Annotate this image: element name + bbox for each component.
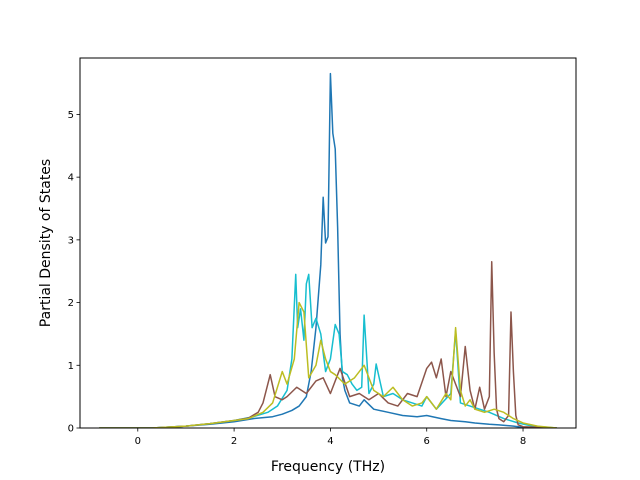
x-tick-label: 0 [135, 436, 141, 447]
series-line-1 [99, 72, 557, 428]
y-axis-title: Partial Density of States [38, 159, 54, 327]
y-tick-label: 3 [68, 235, 74, 246]
y-tick-label: 2 [68, 298, 74, 309]
x-tick-label: 8 [520, 436, 526, 447]
y-tick-label: 5 [68, 110, 74, 121]
x-tick-label: 6 [424, 436, 430, 447]
x-tick-label: 4 [327, 436, 333, 447]
plot-frame [79, 57, 577, 429]
x-tick-label: 2 [231, 436, 237, 447]
y-tick-label: 4 [68, 173, 74, 184]
y-tick-label: 1 [68, 361, 74, 372]
series-line-3 [99, 261, 557, 428]
x-axis-ticks: 0 2 4 6 8 [135, 428, 526, 447]
y-axis-ticks: 0 1 2 3 4 5 [68, 110, 80, 435]
series-line-4 [99, 301, 557, 428]
x-axis-title: Frequency (THz) [271, 459, 385, 475]
series-layer [99, 72, 557, 428]
y-tick-label: 0 [68, 424, 74, 435]
